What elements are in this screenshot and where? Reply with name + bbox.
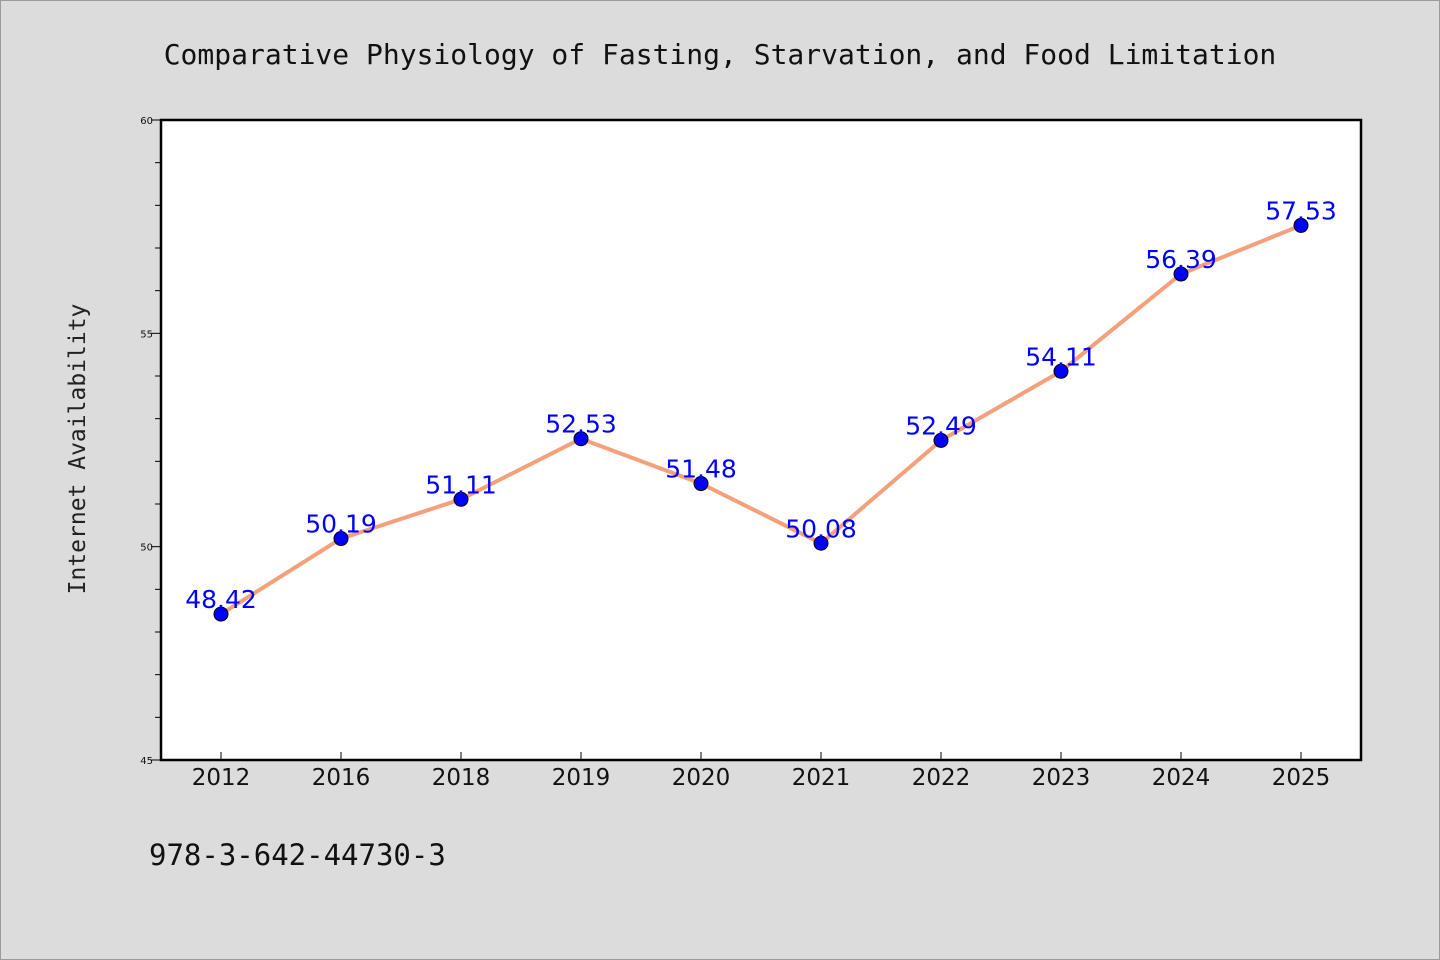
x-tick-label: 2021 xyxy=(792,765,851,791)
plot-frame xyxy=(159,118,1363,762)
x-tick-label: 2016 xyxy=(312,765,371,791)
data-label: 52.49 xyxy=(905,411,977,440)
data-markers xyxy=(213,217,1309,622)
data-labels: 48.42 50.19 51.11 52.53 51.48 50.08 52.49 54.11… xyxy=(185,196,1337,614)
data-point xyxy=(453,491,469,507)
x-tick-label: 2018 xyxy=(432,765,491,791)
data-label: 56.39 xyxy=(1145,245,1217,274)
data-label: 52.53 xyxy=(545,410,617,439)
x-tick-label: 2019 xyxy=(552,765,611,791)
data-point xyxy=(1293,217,1309,233)
y-axis-label: Internet Availability xyxy=(65,304,91,595)
data-label: 57.53 xyxy=(1265,196,1337,225)
plot-area xyxy=(161,120,1361,760)
data-point xyxy=(333,531,349,547)
chart-title: Comparative Physiology of Fasting, Starv… xyxy=(164,38,1277,71)
data-label: 51.11 xyxy=(425,470,497,499)
data-point xyxy=(1173,266,1189,282)
data-point xyxy=(573,431,589,447)
y-tick-label: 60 xyxy=(140,116,153,127)
data-point xyxy=(813,535,829,551)
y-tick-label: 55 xyxy=(140,329,153,340)
data-label: 54.11 xyxy=(1025,342,1097,371)
data-point xyxy=(693,476,709,492)
x-tick-label: 2012 xyxy=(192,765,251,791)
x-tick-label: 2022 xyxy=(912,765,971,791)
data-point xyxy=(213,606,229,622)
series-line xyxy=(219,223,1303,617)
y-tick-label: 45 xyxy=(140,756,153,767)
x-tick-label: 2024 xyxy=(1152,765,1211,791)
x-tick-label: 2023 xyxy=(1032,765,1091,791)
data-point xyxy=(1053,363,1069,379)
isbn-footer: 978-3-642-44730-3 xyxy=(149,838,446,872)
data-label: 50.08 xyxy=(785,514,857,543)
y-axis-ticks: 45 50 55 60 xyxy=(140,116,161,767)
data-label: 48.42 xyxy=(185,585,257,614)
data-label: 51.48 xyxy=(665,455,737,484)
x-tick-label: 2025 xyxy=(1272,765,1331,791)
data-label: 50.19 xyxy=(305,510,377,539)
x-tick-label: 2020 xyxy=(672,765,731,791)
data-point xyxy=(933,432,949,448)
x-axis-ticks: 2012 2016 2018 2019 2020 2021 2022 2023 2024 2025 xyxy=(192,752,1331,791)
y-tick-label: 50 xyxy=(140,543,153,554)
